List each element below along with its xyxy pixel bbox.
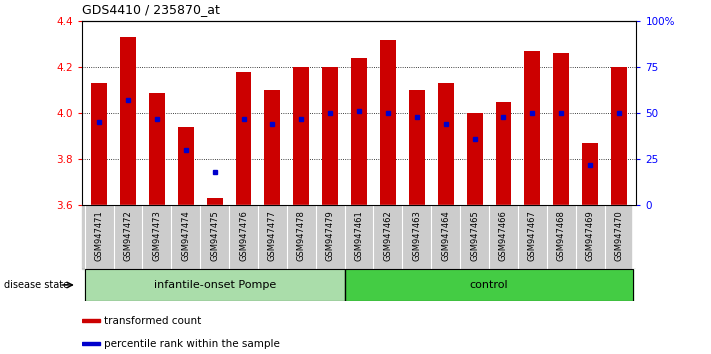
Bar bbox=[294, 67, 309, 205]
Bar bbox=[235, 72, 252, 205]
Text: infantile-onset Pompe: infantile-onset Pompe bbox=[154, 280, 276, 290]
Bar bbox=[82, 319, 100, 322]
Bar bbox=[82, 342, 100, 345]
Bar bbox=[553, 53, 570, 205]
Bar bbox=[120, 37, 136, 205]
Bar bbox=[345, 269, 634, 301]
Bar bbox=[438, 84, 454, 205]
Text: control: control bbox=[470, 280, 508, 290]
Text: GSM947473: GSM947473 bbox=[152, 210, 161, 261]
Text: GSM947465: GSM947465 bbox=[470, 210, 479, 261]
Text: GSM947478: GSM947478 bbox=[296, 210, 306, 261]
Bar bbox=[582, 143, 598, 205]
Bar bbox=[466, 113, 483, 205]
Bar bbox=[178, 127, 193, 205]
Text: GSM947479: GSM947479 bbox=[326, 210, 335, 261]
Text: GSM947475: GSM947475 bbox=[210, 210, 219, 261]
Bar bbox=[85, 269, 345, 301]
Text: GSM947461: GSM947461 bbox=[355, 210, 363, 261]
Text: GDS4410 / 235870_at: GDS4410 / 235870_at bbox=[82, 4, 220, 16]
Text: GSM947464: GSM947464 bbox=[442, 210, 450, 261]
Bar bbox=[611, 67, 627, 205]
Text: GSM947467: GSM947467 bbox=[528, 210, 537, 261]
Bar bbox=[322, 67, 338, 205]
Bar bbox=[207, 198, 223, 205]
Text: GSM947474: GSM947474 bbox=[181, 210, 191, 261]
Text: GSM947469: GSM947469 bbox=[586, 210, 594, 261]
Text: GSM947468: GSM947468 bbox=[557, 210, 566, 261]
Text: GSM947472: GSM947472 bbox=[124, 210, 132, 261]
Text: GSM947466: GSM947466 bbox=[499, 210, 508, 261]
Text: transformed count: transformed count bbox=[104, 315, 201, 326]
Bar bbox=[149, 93, 165, 205]
Text: GSM947462: GSM947462 bbox=[383, 210, 392, 261]
Bar bbox=[496, 102, 511, 205]
Bar bbox=[91, 84, 107, 205]
Bar bbox=[525, 51, 540, 205]
Text: GSM947470: GSM947470 bbox=[614, 210, 624, 261]
Text: GSM947463: GSM947463 bbox=[412, 210, 422, 261]
Bar bbox=[409, 90, 424, 205]
Text: GSM947476: GSM947476 bbox=[239, 210, 248, 261]
Bar bbox=[264, 90, 280, 205]
Bar bbox=[351, 58, 367, 205]
Text: percentile rank within the sample: percentile rank within the sample bbox=[104, 338, 279, 349]
Text: disease state: disease state bbox=[4, 280, 69, 290]
Bar bbox=[380, 40, 396, 205]
Text: GSM947471: GSM947471 bbox=[95, 210, 104, 261]
Text: GSM947477: GSM947477 bbox=[268, 210, 277, 261]
